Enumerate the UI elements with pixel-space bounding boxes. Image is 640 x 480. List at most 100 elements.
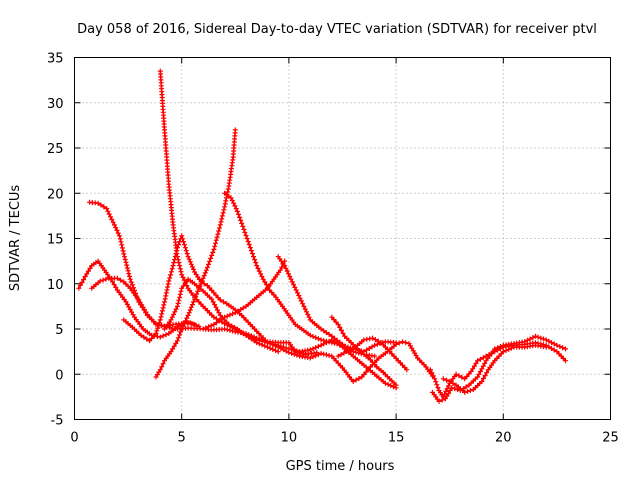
data-point [259,342,265,348]
data-point [125,268,131,274]
data-point [297,295,303,301]
data-point [208,255,214,261]
data-point [210,249,216,255]
data-point [154,328,160,334]
data-point [177,294,183,300]
data-point [307,355,313,361]
data-point [541,336,546,342]
data-point [113,225,119,231]
data-point [217,297,223,303]
data-point [170,263,176,269]
data-point [254,335,260,341]
data-point [189,302,195,308]
data-point [114,275,120,281]
data-point [289,279,295,285]
data-point [179,272,185,278]
data-point [462,389,468,395]
data-point [254,263,260,269]
data-point [87,265,93,271]
data-point [215,231,221,237]
plot-frame [74,57,611,420]
data-point [193,294,199,300]
data-point [182,245,188,251]
data-point [185,312,191,318]
data-point [243,332,249,338]
data-point [232,203,238,209]
data-point [267,345,273,351]
data-point [306,314,312,320]
data-point [247,245,253,251]
data-point [194,291,200,297]
data-point [240,305,246,311]
data-point [434,382,440,388]
series-track-8 [222,190,399,355]
data-point [124,262,130,268]
data-point [233,206,239,212]
data-point [222,326,228,332]
data-point [527,336,533,342]
data-point [191,266,196,272]
chart-title: Day 058 of 2016, Sidereal Day-to-day VTE… [77,22,597,37]
data-point [292,349,298,355]
data-point [275,344,281,350]
data-point [301,303,307,309]
data-point [279,264,285,270]
data-point [168,269,174,275]
data-point [329,340,335,346]
data-point [506,346,512,352]
data-point [179,326,185,332]
data-point [393,340,399,346]
data-point [239,220,245,226]
data-point [108,214,113,220]
data-point [256,336,262,342]
data-point [338,352,344,358]
data-point [453,371,459,377]
data-point [442,396,448,402]
data-point [169,266,175,272]
y-tick-label: 10 [47,278,64,293]
data-point [153,331,159,336]
data-point [245,239,251,244]
y-axis-label: SDTVAR / TECUs [8,185,23,292]
data-point [244,236,250,241]
data-point [302,306,308,312]
data-point [551,341,557,347]
data-point [342,343,348,349]
data-point [445,383,451,389]
x-tick-label: 0 [70,431,78,446]
data-point [111,282,117,288]
data-point [563,358,568,364]
data-point [535,334,541,340]
data-point [337,339,343,345]
data-point [281,347,286,353]
data-point [228,195,234,201]
data-point [393,382,399,388]
data-point [388,383,394,389]
series-track-9 [200,258,288,332]
data-point [187,259,193,265]
data-point [171,343,177,349]
data-point [560,345,566,351]
data-point [232,127,238,133]
data-point [97,278,103,284]
data-point [210,299,216,305]
data-point [482,360,488,366]
data-point [198,281,204,287]
data-point [262,279,268,285]
data-point [256,341,262,347]
series-track-14 [430,333,568,404]
data-point [251,338,257,344]
data-point [374,341,380,347]
data-point [186,256,192,262]
data-point [213,240,218,246]
data-point [227,312,233,318]
data-point [326,331,332,337]
data-point [82,274,88,279]
data-point [484,370,490,376]
x-axis-label: GPS time / hours [286,459,395,474]
data-point [180,236,186,242]
data-point [450,380,456,386]
data-point [241,226,247,232]
data-point [473,360,479,366]
data-point [284,268,290,274]
